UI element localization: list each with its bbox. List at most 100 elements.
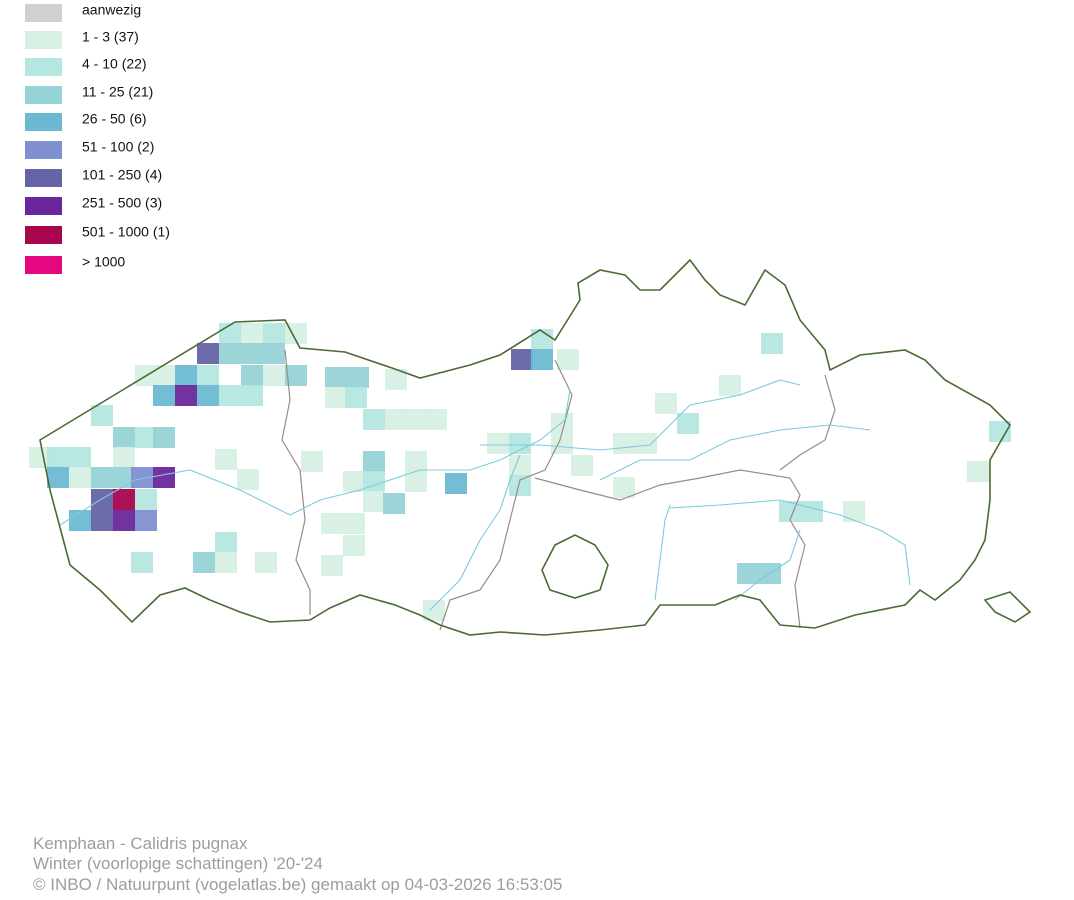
grid-cell (135, 427, 157, 448)
grid-cell (241, 385, 263, 406)
grid-cell (989, 421, 1011, 442)
grid-cell (509, 455, 531, 476)
grid-cell (135, 510, 157, 531)
grid-cell (321, 513, 343, 534)
grid-cell (91, 489, 113, 510)
grid-cell (383, 493, 405, 514)
river (669, 499, 911, 601)
legend-label: 4 - 10 (22) (82, 56, 147, 72)
grid-cell (511, 349, 533, 370)
province-border (439, 359, 573, 631)
grid-cell (193, 552, 215, 573)
legend-label: 1 - 3 (37) (82, 29, 139, 45)
grid-cell (571, 455, 593, 476)
legend-swatch (25, 197, 62, 215)
legend-swatch (25, 256, 62, 274)
river (429, 454, 521, 611)
grid-cell (677, 413, 699, 434)
grid-cell (509, 475, 531, 496)
legend-label: > 1000 (82, 254, 125, 270)
grid-cell (91, 467, 113, 488)
legend-label: aanwezig (82, 2, 141, 18)
grid-cell (237, 469, 259, 490)
legend: aanwezig 1 - 3 (37) 4 - 10 (22) 11 - 25 (21… (25, 2, 170, 274)
river (59, 389, 571, 526)
legend-swatch (25, 141, 62, 159)
grid-cell (157, 365, 179, 386)
grid-cell (263, 343, 285, 364)
grid-cell (347, 367, 369, 388)
grid-cell (445, 473, 467, 494)
grid-cell (197, 385, 219, 406)
grid-cell (241, 323, 263, 344)
grid-cell (285, 365, 307, 386)
grid-cell (321, 555, 343, 576)
grid-cell (135, 489, 157, 510)
footer-line: Kemphaan - Calidris pugnax (33, 834, 248, 853)
grid-cell (423, 600, 445, 621)
grid-cell (47, 447, 69, 468)
legend-label: 51 - 100 (2) (82, 139, 154, 155)
grid-cell (113, 489, 135, 510)
grid-cell (113, 447, 135, 468)
legend-swatch (25, 4, 62, 22)
grid-cell (131, 552, 153, 573)
grid-cell (113, 427, 135, 448)
grid-cell (255, 552, 277, 573)
grid-cell (69, 510, 91, 531)
grid-cell (91, 510, 113, 531)
river (654, 504, 671, 601)
grid-cell (263, 323, 285, 344)
grid-cell (153, 467, 175, 488)
grid-cell (531, 349, 553, 370)
grid-cell (761, 333, 783, 354)
grid-cell (175, 365, 197, 386)
grid-cell (385, 409, 407, 430)
grid-cell (69, 447, 91, 468)
grid-cell (197, 343, 219, 364)
grid-cell (363, 471, 385, 492)
region-outline (39, 258, 1011, 636)
grid-cell (345, 387, 367, 408)
grid-cell (153, 385, 175, 406)
province-border (534, 469, 806, 629)
grid-cell (241, 343, 263, 364)
legend-swatch (25, 31, 62, 49)
grid-cell (655, 393, 677, 414)
grid-cell (219, 343, 241, 364)
footer-line: © INBO / Natuurpunt (vogelatlas.be) gema… (33, 875, 562, 894)
grid-cell (301, 451, 323, 472)
grid-cell (551, 433, 573, 454)
grid-cell (219, 385, 241, 406)
legend-label: 501 - 1000 (1) (82, 224, 170, 240)
legend-swatch (25, 86, 62, 104)
river (480, 379, 871, 481)
province-border (281, 349, 311, 615)
grid-cell (47, 467, 69, 488)
grid-cell (215, 449, 237, 470)
grid-cell (613, 477, 635, 498)
legend-swatch (25, 169, 62, 187)
enclave-outline (541, 534, 609, 599)
grid-cell (325, 387, 347, 408)
grid-cell (613, 433, 635, 454)
grid-cell (153, 427, 175, 448)
grid-cell (635, 433, 657, 454)
enclave-outline (983, 591, 1032, 623)
grid-cell (719, 375, 741, 396)
legend-swatch (25, 58, 62, 76)
grid-cell (343, 535, 365, 556)
grid-cell (487, 433, 509, 454)
grid-cell (801, 501, 823, 522)
legend-swatch (25, 226, 62, 244)
map-lines (39, 258, 1032, 636)
grid-cell (219, 323, 241, 344)
grid-cell (363, 451, 385, 472)
legend-label: 251 - 500 (3) (82, 195, 162, 211)
grid-cell (343, 471, 365, 492)
grid-cell (551, 413, 573, 434)
grid-cells (29, 323, 1011, 621)
grid-cell (263, 365, 285, 386)
